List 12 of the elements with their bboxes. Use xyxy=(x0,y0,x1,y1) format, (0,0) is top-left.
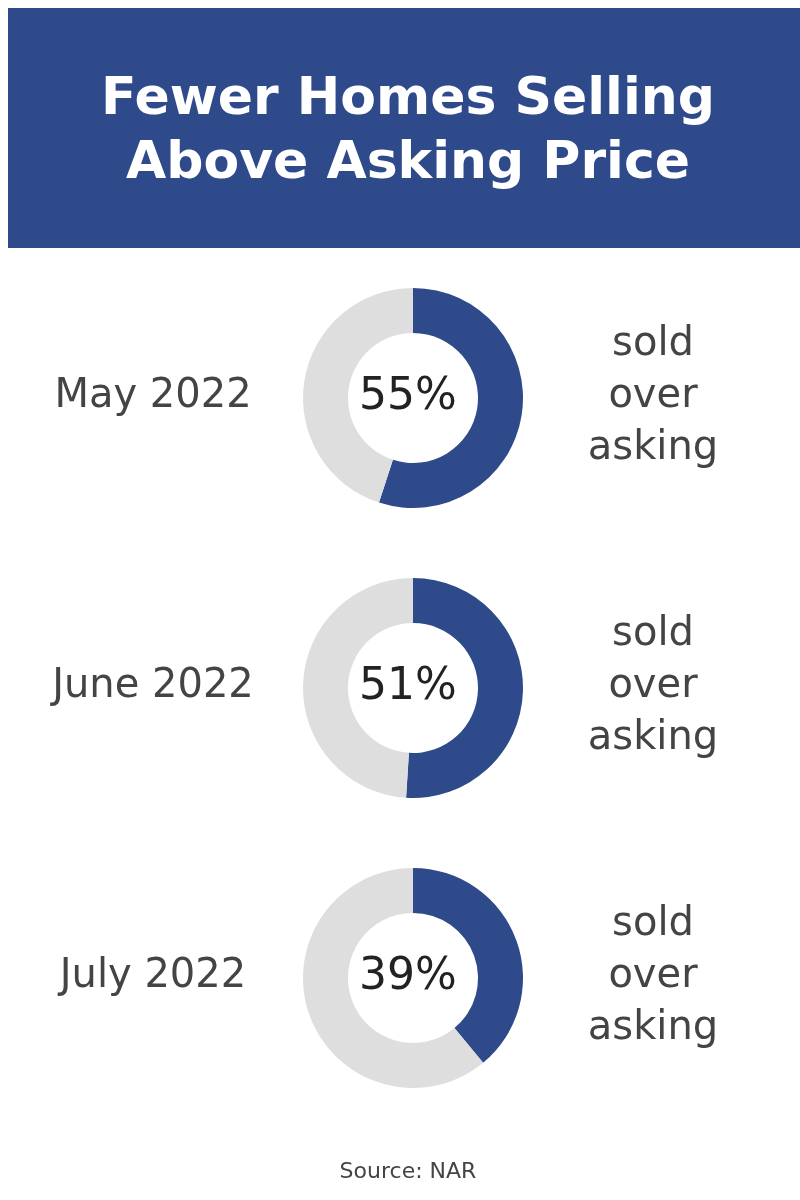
text: July 2022 xyxy=(56,949,248,998)
text: 55% xyxy=(358,366,458,421)
text: 39% xyxy=(358,946,458,1001)
slice-label: sold over asking xyxy=(586,897,720,1050)
text: June 2022 xyxy=(49,659,255,708)
slice-label: sold over asking xyxy=(586,317,720,470)
slice-label: sold over asking xyxy=(586,607,720,760)
chart-subtitle: Fewer Homes Selling Above Asking Price xyxy=(100,65,716,192)
text: May 2022 xyxy=(53,369,253,418)
donut-slice xyxy=(303,868,484,1088)
source-note: Source: NAR xyxy=(338,1158,478,1183)
text: 51% xyxy=(358,656,458,711)
